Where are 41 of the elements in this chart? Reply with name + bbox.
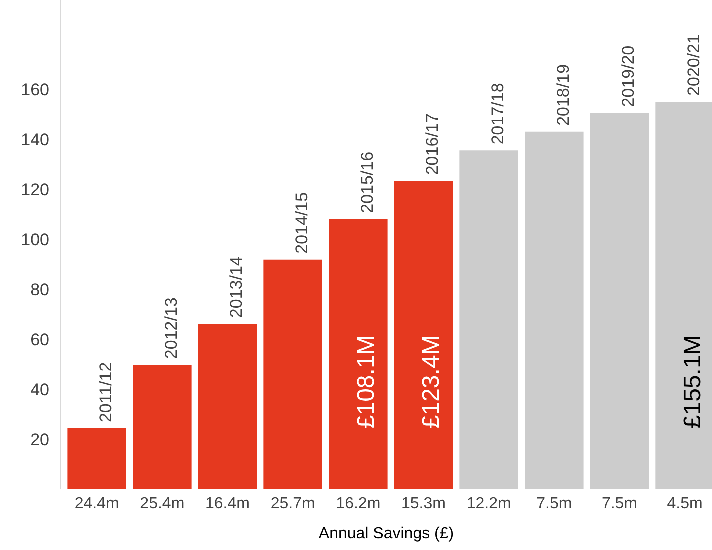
bar xyxy=(460,150,518,490)
annotation: 2016/17 xyxy=(423,114,442,176)
x-tick-label: 25.4m xyxy=(140,496,185,512)
x-tick-label: 15.3m xyxy=(402,496,446,512)
y-tick-label: 60 xyxy=(30,330,50,350)
annotation: 2020/21 xyxy=(684,34,704,96)
x-tick-label: 24.4m xyxy=(74,496,120,512)
x-tick-label: 7.5m xyxy=(536,496,572,512)
y-tick-label: 40 xyxy=(30,380,50,400)
x-tick-label: 4.5m xyxy=(667,496,703,512)
bar xyxy=(198,324,258,490)
bar xyxy=(264,260,322,490)
y-tick-label: 80 xyxy=(30,280,50,300)
x-tick-label: 16.2m xyxy=(336,496,381,512)
data-label: £123.4M xyxy=(418,335,446,429)
annotation: 2011/12 xyxy=(96,362,116,423)
y-tick-label: 20 xyxy=(30,430,50,450)
annotation: 2012/13 xyxy=(162,298,181,360)
x-tick-label: 16.4m xyxy=(206,496,250,512)
bar xyxy=(133,365,192,490)
x-tick-label: 7.5m xyxy=(602,496,638,512)
x-tick-label: 25.7m xyxy=(270,496,316,512)
data-label: £108.1M xyxy=(352,335,380,429)
annotation: 2019/20 xyxy=(619,46,638,108)
annotation: 2013/14 xyxy=(227,256,246,318)
bar xyxy=(68,428,126,490)
bar xyxy=(329,219,388,490)
y-tick-label: 160 xyxy=(21,80,50,100)
x-axis-title: Annual Savings (£) xyxy=(318,526,454,542)
bar xyxy=(394,181,454,490)
bar xyxy=(525,132,584,490)
x-tick-label: 12.2m xyxy=(466,496,512,512)
annotation: 2017/18 xyxy=(488,83,508,145)
bar xyxy=(590,113,650,490)
y-tick-label: 140 xyxy=(21,130,50,150)
annotation: 2014/15 xyxy=(292,192,312,254)
y-tick-label: 100 xyxy=(21,230,50,250)
y-tick-label: 120 xyxy=(21,180,50,200)
annotation: 2015/16 xyxy=(358,152,377,214)
data-label: £155.1M xyxy=(680,335,707,429)
annotation: 2018/19 xyxy=(554,64,573,126)
